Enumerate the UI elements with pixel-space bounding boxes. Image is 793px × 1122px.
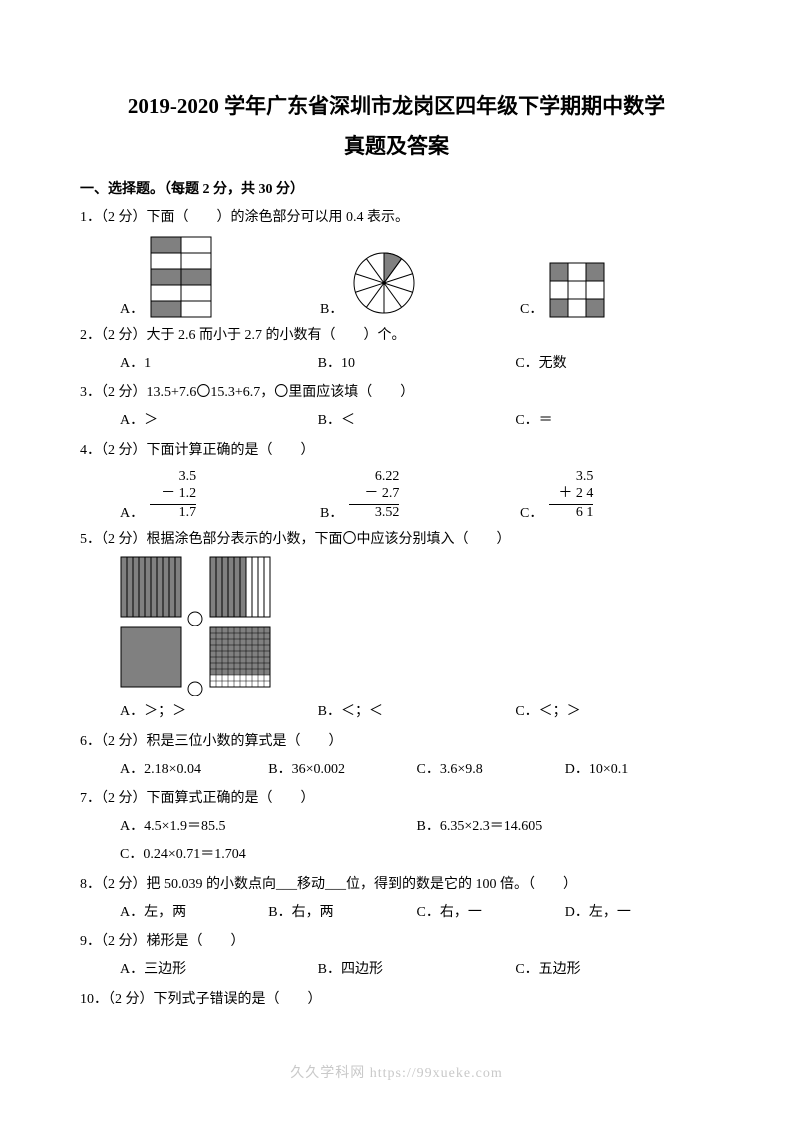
q6-B: B．36×0.002 bbox=[268, 758, 416, 782]
q1-options-row: A． bbox=[120, 236, 713, 318]
q9-B: B．四边形 bbox=[318, 958, 516, 982]
q5-fig-row2-icon bbox=[120, 626, 290, 696]
q9-options: A．三边形 B．四边形 C．五边形 bbox=[120, 958, 713, 982]
q6-D: D．10×0.1 bbox=[565, 758, 713, 782]
q1-figA-grid-icon bbox=[150, 236, 212, 318]
q2-C: C．无数 bbox=[515, 352, 713, 376]
q10-stem: 10．（2 分）下列式子错误的是（ ） bbox=[80, 988, 713, 1012]
section-1-heading: 一、选择题。（每题 2 分，共 30 分） bbox=[80, 178, 713, 198]
q2-A: A．1 bbox=[120, 352, 318, 376]
q3-A: A．＞ bbox=[120, 409, 318, 433]
q5-options: A．＞；＞ B．＜；＜ C．＜；＞ bbox=[120, 700, 713, 724]
q5-fig-row1-icon bbox=[120, 556, 290, 626]
q3-C: C．＝ bbox=[515, 409, 713, 433]
q9-stem: 9．（2 分）梯形是（ ） bbox=[80, 930, 713, 954]
q4-C-label: C． bbox=[520, 502, 543, 522]
q4-calcA: 3.5 － 1.2 1.7 bbox=[150, 469, 196, 522]
q7-stem: 7．（2 分）下面算式正确的是（ ） bbox=[80, 787, 713, 811]
exam-page: 2019-2020 学年广东省深圳市龙岗区四年级下学期期中数学 真题及答案 一、… bbox=[0, 0, 793, 1056]
q8-B: B．右，两 bbox=[268, 901, 416, 925]
q7-options-row2: C．0.24×0.71＝1.704 bbox=[120, 843, 713, 867]
q9-C: C．五边形 bbox=[515, 958, 713, 982]
q3-options: A．＞ B．＜ C．＝ bbox=[120, 409, 713, 433]
q5-figure bbox=[120, 556, 713, 696]
q6-C: C．3.6×9.8 bbox=[417, 758, 565, 782]
q8-D: D．左，一 bbox=[565, 901, 713, 925]
exam-title-line2: 真题及答案 bbox=[80, 130, 713, 160]
q1-stem: 1．（2 分）下面（ ）的涂色部分可以用 0.4 表示。 bbox=[80, 206, 713, 230]
q6-options: A．2.18×0.04 B．36×0.002 C．3.6×9.8 D．10×0.… bbox=[120, 758, 713, 782]
page-footer: 久久学科网 https://99xueke.com bbox=[0, 1062, 793, 1082]
q1-figC-grid-icon bbox=[549, 262, 605, 318]
q3-stem: 3．（2 分）13.5+7.6〇15.3+6.7，〇里面应该填（ ） bbox=[80, 381, 713, 405]
q8-stem: 8．（2 分）把 50.039 的小数点向___移动___位，得到的数是它的 1… bbox=[80, 873, 713, 897]
q8-options: A．左，两 B．右，两 C．右，一 D．左，一 bbox=[120, 901, 713, 925]
q3-B: B．＜ bbox=[318, 409, 516, 433]
q8-A: A．左，两 bbox=[120, 901, 268, 925]
q7-C: C．0.24×0.71＝1.704 bbox=[120, 843, 417, 867]
q1-optB-label: B． bbox=[320, 298, 343, 318]
q4-options-row: A． 3.5 － 1.2 1.7 B． 6.22 － 2.7 3.52 C． 3… bbox=[120, 469, 713, 522]
q8-C: C．右，一 bbox=[417, 901, 565, 925]
q1-optC-label: C． bbox=[520, 298, 543, 318]
q7-options-row1: A．4.5×1.9＝85.5 B．6.35×2.3＝14.605 bbox=[120, 815, 713, 839]
q4-A-label: A． bbox=[120, 502, 144, 522]
q5-A: A．＞；＞ bbox=[120, 700, 318, 724]
q5-C: C．＜；＞ bbox=[515, 700, 713, 724]
q7-A: A．4.5×1.9＝85.5 bbox=[120, 815, 417, 839]
q6-A: A．2.18×0.04 bbox=[120, 758, 268, 782]
q4-calcB: 6.22 － 2.7 3.52 bbox=[349, 469, 399, 522]
q2-B: B．10 bbox=[318, 352, 516, 376]
q1-optA-label: A． bbox=[120, 298, 144, 318]
q5-B: B．＜；＜ bbox=[318, 700, 516, 724]
q4-stem: 4．（2 分）下面计算正确的是（ ） bbox=[80, 439, 713, 463]
q4-B-label: B． bbox=[320, 502, 343, 522]
q7-B: B．6.35×2.3＝14.605 bbox=[417, 815, 714, 839]
q6-stem: 6．（2 分）积是三位小数的算式是（ ） bbox=[80, 730, 713, 754]
q1-figB-pie-icon bbox=[349, 248, 419, 318]
q9-A: A．三边形 bbox=[120, 958, 318, 982]
q2-options: A．1 B．10 C．无数 bbox=[120, 352, 713, 376]
q2-stem: 2．（2 分）大于 2.6 而小于 2.7 的小数有（ ）个。 bbox=[80, 324, 713, 348]
q4-calcC: 3.5 ＋ 2 4 6 1 bbox=[549, 469, 593, 522]
exam-title-line1: 2019-2020 学年广东省深圳市龙岗区四年级下学期期中数学 bbox=[80, 90, 713, 120]
q5-stem: 5．（2 分）根据涂色部分表示的小数，下面〇中应该分别填入（ ） bbox=[80, 528, 713, 552]
